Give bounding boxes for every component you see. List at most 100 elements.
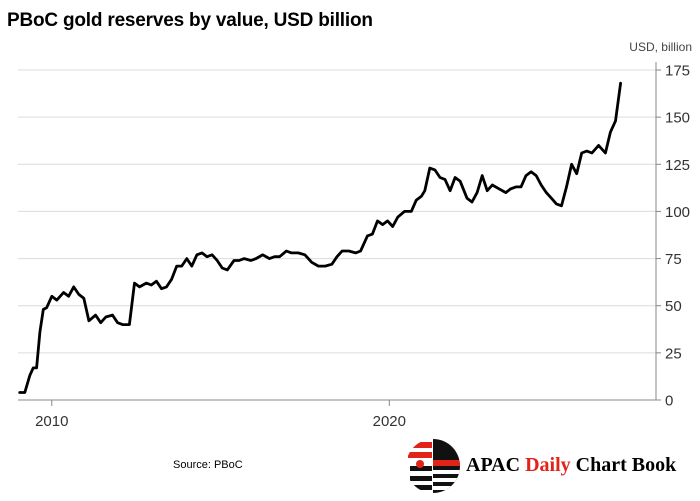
data-point (471, 201, 473, 203)
data-point (51, 295, 53, 297)
data-point (591, 152, 593, 154)
series-points (19, 82, 622, 394)
data-point (486, 190, 488, 192)
data-point (160, 288, 163, 290)
data-point (297, 252, 299, 254)
data-point (63, 291, 65, 294)
data-point (410, 210, 412, 212)
data-point (186, 258, 188, 260)
data-point (155, 280, 157, 282)
data-point (439, 176, 441, 179)
data-point (56, 299, 58, 301)
data-point (550, 197, 553, 199)
data-point (466, 197, 468, 199)
data-point (268, 258, 271, 260)
logo-emblem-icon (406, 439, 460, 493)
x-tick-label-2010: 2010 (35, 413, 68, 430)
data-point (133, 282, 136, 284)
data-point (95, 314, 97, 316)
data-point (515, 186, 517, 188)
data-point (171, 278, 173, 280)
data-point (138, 286, 141, 288)
data-point (444, 178, 446, 180)
data-point (262, 254, 264, 256)
data-point (336, 256, 338, 258)
data-point (415, 199, 417, 201)
data-point (243, 258, 245, 260)
data-point (73, 286, 75, 288)
data-point (36, 367, 38, 369)
data-point (128, 324, 130, 326)
y-tick-label-125: 125 (665, 157, 690, 174)
data-point (274, 256, 276, 258)
data-point (145, 282, 147, 284)
logo-word-chart-book: Chart Book (575, 454, 677, 476)
data-point (348, 250, 350, 252)
data-point (78, 293, 80, 295)
data-point (598, 144, 600, 146)
data-point (250, 259, 252, 262)
data-point (233, 259, 235, 262)
data-point (238, 259, 240, 262)
chart-title: PBoC gold reserves by value, USD billion (7, 10, 373, 31)
logo-word-daily: Daily (525, 454, 571, 476)
grid-lines (18, 69, 656, 354)
data-point (620, 82, 622, 84)
data-point (201, 252, 203, 254)
data-point (19, 391, 21, 394)
data-point (317, 265, 319, 267)
data-point (206, 256, 208, 258)
data-point (176, 265, 178, 267)
y-tick-label-75: 75 (665, 251, 682, 268)
data-point (196, 254, 198, 256)
x-axis-ticks: 2010 2020 (35, 400, 406, 430)
data-point (459, 180, 461, 182)
data-point (360, 250, 362, 252)
data-point (191, 265, 193, 267)
data-point (429, 167, 431, 169)
data-point (530, 171, 532, 173)
data-point (525, 175, 527, 177)
y-tick-label-0: 0 (665, 393, 673, 410)
y-axis-unit-label: USD, billion (629, 40, 692, 54)
data-point (476, 192, 478, 194)
data-point (24, 391, 26, 394)
data-point (371, 233, 373, 235)
data-point (255, 258, 257, 260)
data-point (181, 265, 183, 267)
data-point (29, 374, 31, 377)
data-point (604, 152, 607, 154)
data-point (560, 205, 563, 207)
y-tick-label-150: 150 (665, 110, 690, 127)
data-point (565, 186, 568, 188)
data-point (117, 322, 119, 324)
data-point (555, 203, 558, 205)
data-point (279, 256, 281, 258)
data-point (510, 188, 512, 190)
data-point (105, 316, 107, 318)
data-point (545, 192, 547, 194)
data-point (68, 295, 70, 297)
data-point (324, 265, 326, 267)
data-point (311, 261, 313, 263)
data-point (535, 175, 537, 177)
data-point (571, 163, 573, 165)
source-note: Source: PBoC (173, 459, 243, 471)
data-point (331, 263, 333, 265)
data-point (216, 259, 218, 262)
data-point (520, 186, 522, 188)
y-tick-label-100: 100 (665, 204, 690, 221)
data-point (88, 320, 90, 322)
data-point (481, 175, 483, 177)
data-point (83, 297, 85, 299)
data-point (150, 284, 152, 286)
data-point (609, 131, 612, 133)
apac-daily-chart-book-logo: APAC Daily Chart Book (404, 436, 696, 496)
data-point (454, 176, 456, 179)
data-point (424, 190, 426, 192)
logo-word-apac: APAC (466, 454, 521, 476)
data-point (397, 216, 399, 218)
data-point (32, 367, 34, 369)
y-tick-label-50: 50 (665, 298, 682, 315)
